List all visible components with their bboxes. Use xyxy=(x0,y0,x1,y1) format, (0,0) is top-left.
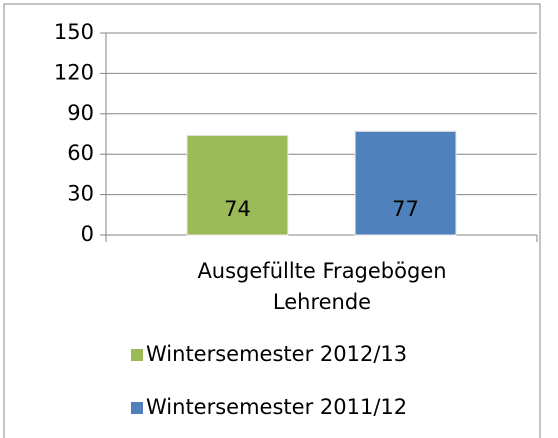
y-tick-label: 0 xyxy=(81,222,94,246)
chart-border xyxy=(3,3,541,438)
bar xyxy=(186,134,289,236)
legend-label: Wintersemester 2012/13 xyxy=(146,342,407,366)
y-tick-label: 60 xyxy=(67,141,94,165)
y-tick-label: 90 xyxy=(67,101,94,125)
bar xyxy=(354,130,457,236)
y-tick-label: 120 xyxy=(54,60,94,84)
y-tick-label: 150 xyxy=(54,20,94,44)
legend-swatch xyxy=(131,349,143,361)
legend-label: Wintersemester 2011/12 xyxy=(146,395,407,419)
data-label: 77 xyxy=(392,197,419,221)
legend-swatch xyxy=(131,402,143,414)
data-label: 74 xyxy=(224,197,251,221)
y-tick-label: 30 xyxy=(67,182,94,206)
category-label: Ausgefüllte Fragebögen Lehrende xyxy=(197,259,447,314)
